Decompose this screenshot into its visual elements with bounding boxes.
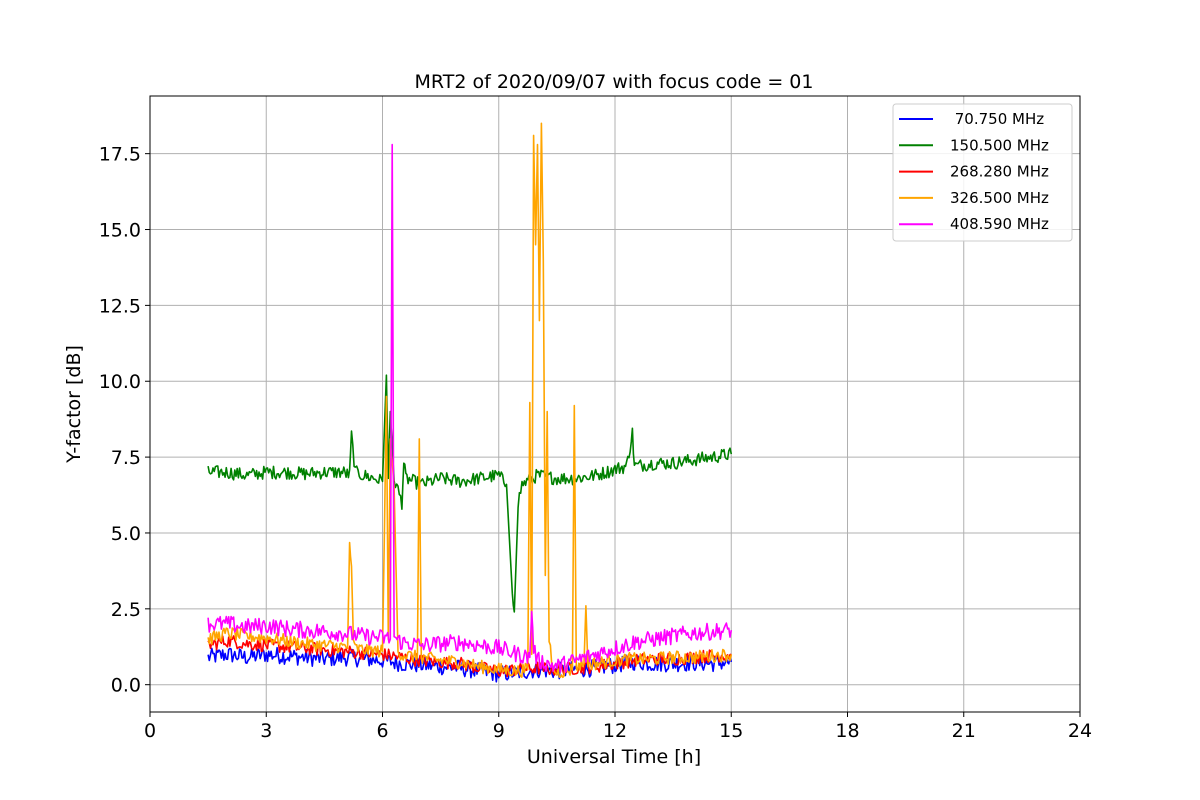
y-tick-label: 7.5	[111, 447, 141, 469]
legend-label: 326.500 MHz	[950, 189, 1049, 207]
legend-box	[892, 103, 1073, 242]
x-tick-label: 21	[952, 720, 976, 742]
x-axis-ticks: 0 3 6 9 12 15 18 21 24	[144, 712, 1092, 742]
series-line-2	[207, 374, 733, 613]
y-tick-label: 2.5	[111, 599, 141, 621]
x-tick-label: 12	[603, 720, 627, 742]
x-tick-label: 6	[376, 720, 388, 742]
legend-label: 268.280 MHz	[950, 163, 1049, 181]
y-tick-label: 0.0	[111, 675, 141, 697]
series-line-4	[207, 122, 733, 679]
x-tick-label: 9	[493, 720, 505, 742]
y-tick-label: 17.5	[99, 144, 141, 166]
legend-label: 150.500 MHz	[950, 136, 1049, 154]
legend-label: 70.750 MHz	[950, 110, 1044, 128]
y-tick-label: 10.0	[99, 371, 141, 393]
x-tick-label: 24	[1068, 720, 1092, 742]
x-axis-label: Universal Time [h]	[527, 746, 701, 768]
series-lines	[207, 122, 733, 683]
y-axis-label: Y-factor [dB]	[63, 345, 85, 464]
y-tick-label: 15.0	[99, 220, 141, 242]
y-tick-label: 5.0	[111, 523, 141, 545]
x-tick-label: 18	[835, 720, 859, 742]
series-line-5	[207, 143, 733, 674]
legend-label: 408.590 MHz	[950, 215, 1049, 233]
x-tick-label: 3	[260, 720, 272, 742]
legend: 70.750 MHz 150.500 MHz 268.280 MHz 326.500 …	[892, 103, 1073, 242]
chart-title: MRT2 of 2020/09/07 with focus code = 01	[415, 71, 814, 93]
y-tick-label: 12.5	[99, 295, 141, 317]
y-axis-ticks: 0.0 2.5 5.0 7.5 10.0 12.5 15.0 17.5	[99, 144, 150, 697]
x-tick-label: 15	[719, 720, 743, 742]
x-tick-label: 0	[144, 720, 156, 742]
